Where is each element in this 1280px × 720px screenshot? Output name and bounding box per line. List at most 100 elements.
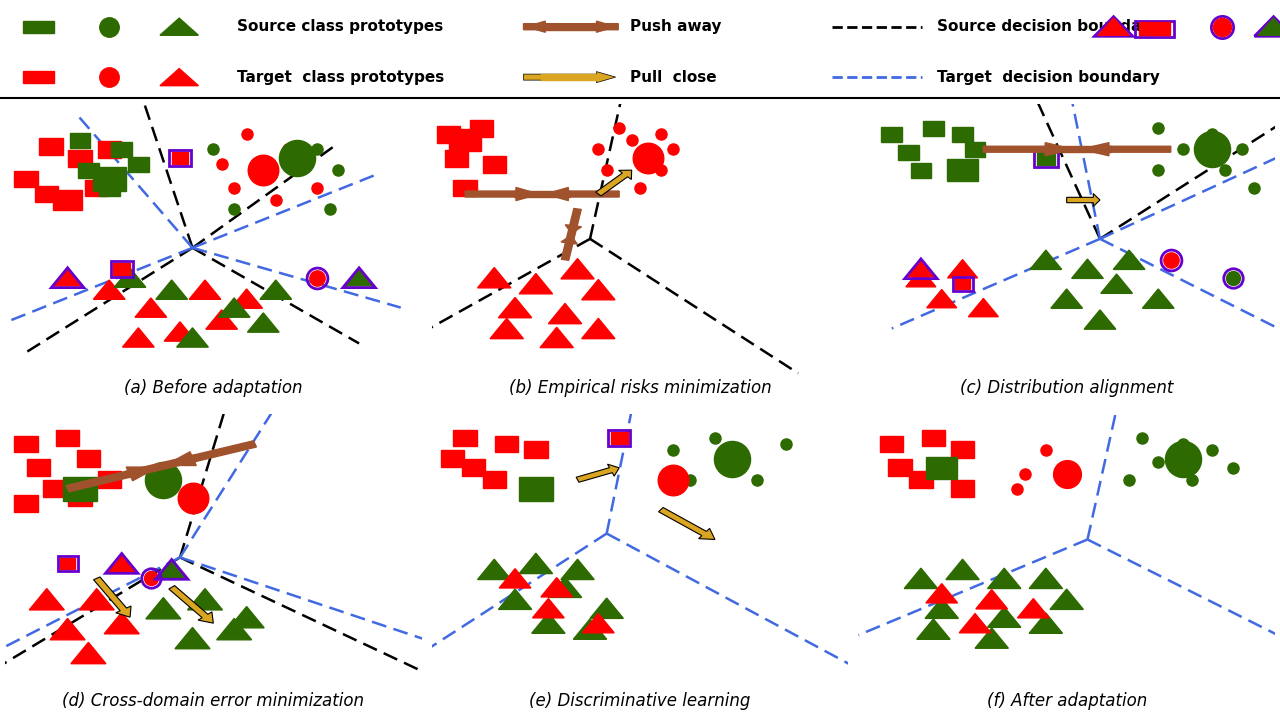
Bar [14,436,37,452]
Polygon shape [70,642,106,664]
Bar [40,138,63,155]
Bar [111,142,132,157]
Bar [445,150,468,166]
Bar [453,430,476,446]
Bar [52,189,82,210]
Bar [470,120,493,137]
Bar [947,159,978,181]
FancyArrow shape [566,209,581,233]
Polygon shape [29,588,64,610]
Bar [541,24,600,30]
Bar [453,180,476,197]
Polygon shape [1071,259,1103,279]
Polygon shape [123,328,154,347]
Text: (f) After adaptation: (f) After adaptation [987,692,1147,710]
Bar [77,451,100,467]
Polygon shape [1029,568,1062,588]
FancyArrow shape [165,441,256,466]
Bar [951,480,974,497]
Bar [462,459,485,476]
Bar [111,261,133,276]
Polygon shape [189,280,221,300]
Bar [127,455,196,477]
Bar [1043,146,1111,152]
FancyArrow shape [524,71,616,83]
Text: Target  class prototypes: Target class prototypes [237,70,444,85]
Polygon shape [927,289,956,307]
Bar [14,495,37,512]
Polygon shape [164,322,196,341]
Bar [27,459,50,476]
Polygon shape [988,607,1021,627]
Bar [520,477,553,500]
Polygon shape [925,584,957,603]
Polygon shape [520,553,553,574]
Bar [69,132,91,148]
Polygon shape [561,258,594,279]
Polygon shape [540,328,573,348]
Bar [566,225,577,244]
Bar [23,71,54,83]
Polygon shape [582,613,614,633]
FancyArrow shape [658,508,716,539]
Text: (b) Empirical risks minimization: (b) Empirical risks minimization [508,379,772,397]
Bar [899,145,919,160]
Bar [44,480,67,497]
Bar [910,163,932,178]
Bar [436,126,460,143]
Text: (a) Before adaptation: (a) Before adaptation [124,379,302,397]
Bar [84,180,109,197]
Bar [965,142,986,157]
FancyArrow shape [93,577,131,617]
Bar [541,74,600,80]
Text: (c) Distribution alignment: (c) Distribution alignment [960,379,1174,397]
Polygon shape [477,559,511,580]
Polygon shape [581,279,614,300]
Polygon shape [54,269,81,286]
Polygon shape [581,318,614,338]
Polygon shape [908,261,934,277]
Polygon shape [498,297,531,318]
Polygon shape [104,613,140,634]
Bar [97,472,120,488]
Bar [78,163,99,178]
Polygon shape [548,303,581,324]
Polygon shape [219,298,250,318]
Polygon shape [975,628,1009,648]
Bar [97,141,120,158]
Polygon shape [541,577,572,597]
FancyArrow shape [524,21,616,32]
Bar [58,557,78,570]
Bar [1034,150,1057,166]
Polygon shape [1258,18,1280,35]
Bar [923,121,943,136]
Polygon shape [548,577,581,598]
Polygon shape [177,328,209,347]
Bar [14,171,37,187]
Polygon shape [590,598,623,618]
Polygon shape [959,613,991,633]
Polygon shape [988,568,1021,588]
FancyArrow shape [1066,194,1100,207]
Polygon shape [159,562,186,577]
FancyArrow shape [595,170,631,196]
Bar [60,558,76,569]
Text: Push away: Push away [630,19,721,35]
Bar [23,21,54,32]
Bar [440,451,465,467]
FancyArrow shape [561,235,577,260]
Bar [888,459,911,476]
Polygon shape [1143,289,1174,308]
Bar [909,472,933,488]
Polygon shape [187,588,223,610]
Polygon shape [1114,250,1144,269]
Bar [68,490,92,506]
Polygon shape [561,559,594,580]
Polygon shape [531,613,564,634]
Polygon shape [1098,18,1129,35]
Polygon shape [498,589,531,609]
Bar [35,186,59,202]
Bar [483,472,506,488]
Polygon shape [206,310,238,329]
Polygon shape [175,627,210,649]
